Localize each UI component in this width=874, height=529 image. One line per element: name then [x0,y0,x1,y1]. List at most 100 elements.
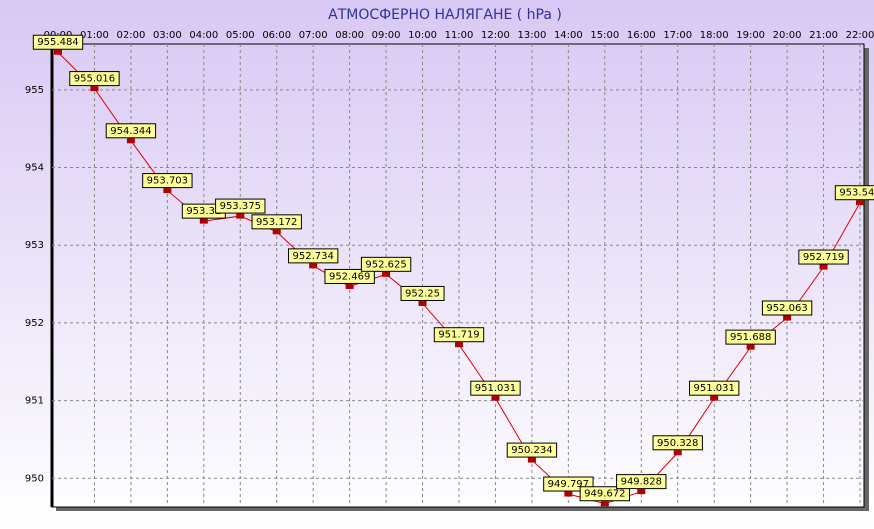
marker [527,457,536,463]
data-label: 953.375 [215,198,266,214]
data-label: 953.172 [251,214,302,230]
data-label-text: 955.484 [37,37,78,48]
marker [199,218,208,224]
marker [345,283,354,289]
data-label: 952.734 [288,248,339,264]
data-label: 953.703 [142,173,193,189]
data-label-text: 953.31 [186,206,221,217]
data-label-box [288,248,339,264]
data-label-box [652,435,703,451]
data-label-text: 952.25 [405,288,440,299]
marker [126,138,135,144]
marker [710,395,719,401]
data-label-text: 954.344 [110,126,151,137]
x-tick-label: 09:00 [372,30,401,41]
data-label-text: 952.625 [365,259,406,270]
x-tick-label: 14:00 [554,30,583,41]
data-label-text: 952.719 [803,252,844,263]
data-label: 949.672 [579,486,630,502]
data-label-box [105,123,157,139]
data-label-box [506,442,558,458]
marker [491,395,500,401]
x-tick-label: 10:00 [408,30,437,41]
x-tick-label: 11:00 [445,30,474,41]
x-tick-label: 17:00 [663,30,692,41]
marker [819,264,828,270]
x-tick-label: 16:00 [627,30,656,41]
marker [382,271,391,277]
data-label: 952.25 [400,285,445,301]
data-label: 955.016 [69,71,120,87]
x-tick-label: 13:00 [517,30,546,41]
x-tick-label: 22:00 [846,30,874,41]
data-label-box [834,185,874,201]
data-label-box [324,268,375,284]
data-label-text: 951.719 [438,330,479,341]
x-tick-label: 12:00 [481,30,510,41]
data-label: 951.688 [725,329,776,345]
data-label: 955.484 [32,34,84,50]
data-label: 953.547 [834,185,874,201]
y-tick-label: 951 [25,396,44,407]
x-tick-label: 18:00 [700,30,729,41]
data-label: 954.344 [105,123,157,139]
data-label-text: 949.672 [584,489,625,500]
marker [673,450,682,456]
y-tick-label: 950 [25,473,44,484]
marker [54,49,62,55]
marker [856,200,864,206]
marker [783,315,792,321]
data-label-text: 949.828 [621,477,662,488]
marker [637,489,646,495]
data-label: 950.328 [652,435,703,451]
x-tick-label: 01:00 [80,30,109,41]
marker [272,229,281,235]
shadow [864,48,869,511]
x-tick-label: 19:00 [736,30,765,41]
marker [90,86,99,92]
data-label-box [433,327,485,343]
data-label-text: 952.469 [329,271,370,282]
data-label-text: 953.172 [256,217,297,228]
x-tick-label: 21:00 [809,30,838,41]
chart-title: АТМОСФЕРНО НАЛЯГАНЕ ( hPa ) [328,7,562,23]
data-label-text: 951.031 [475,383,516,394]
data-label-box [215,198,266,214]
data-label-box [251,214,302,230]
x-tick-label: 20:00 [773,30,802,41]
data-label-box [798,249,849,265]
data-label-box [400,285,445,301]
marker [600,501,609,507]
data-label-text: 953.547 [839,188,874,199]
y-tick-label: 953 [25,240,44,251]
data-label: 950.234 [506,442,558,458]
data-label: 951.031 [689,380,740,396]
x-tick-label: 05:00 [226,30,255,41]
data-label-text: 955.016 [74,74,115,85]
data-label-text: 953.703 [147,176,188,187]
data-label-box [616,474,667,490]
marker [455,342,463,348]
data-label: 949.828 [616,474,667,490]
data-label-text: 950.328 [657,438,698,449]
y-tick-label: 955 [25,85,44,96]
data-label-text: 951.031 [694,383,735,394]
marker [236,213,245,219]
marker [418,300,427,306]
marker [163,188,172,194]
data-label: 952.625 [360,256,412,272]
y-tick-label: 952 [25,318,44,329]
x-tick-label: 07:00 [299,30,328,41]
data-label-text: 952.734 [293,251,334,262]
x-tick-label: 06:00 [262,30,291,41]
data-label-box [32,34,84,50]
data-label-text: 949.797 [548,479,589,490]
data-label-box [69,71,120,87]
data-label-text: 951.688 [730,332,771,343]
data-label-box [761,300,813,316]
x-tick-label: 08:00 [335,30,364,41]
data-label-text: 953.375 [220,201,261,212]
data-label-box [470,380,521,396]
